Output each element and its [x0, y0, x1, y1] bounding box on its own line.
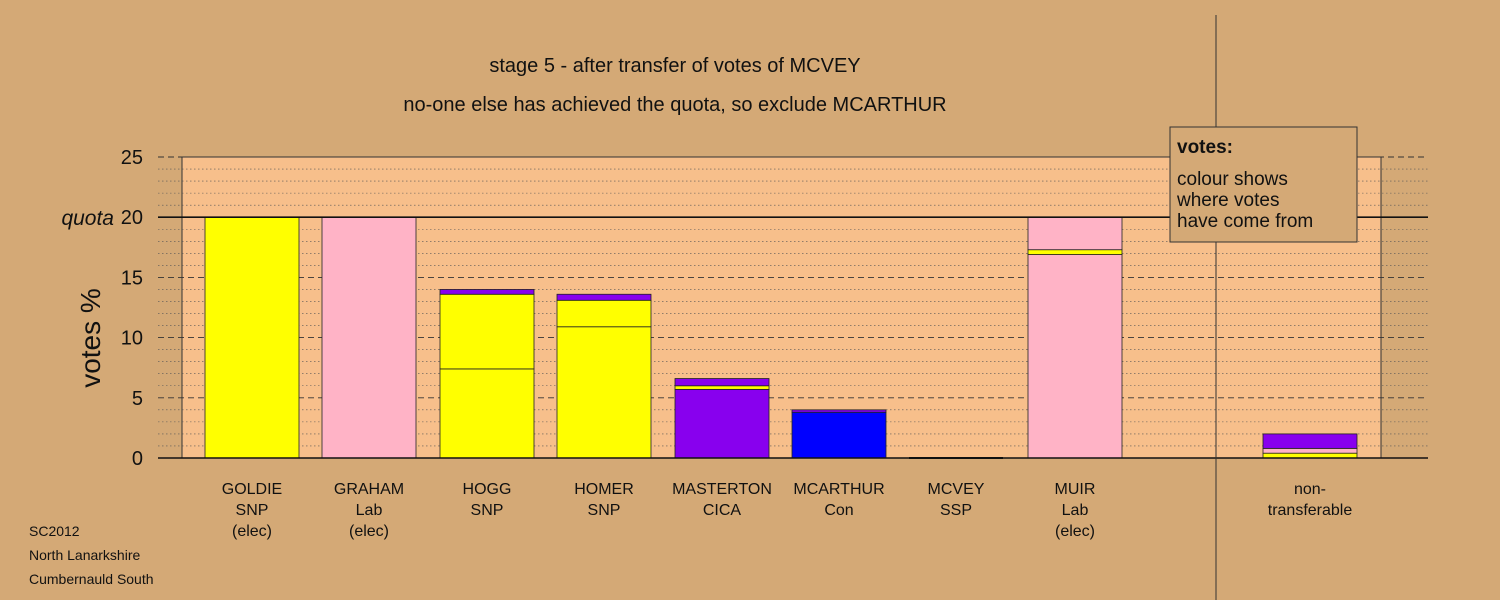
- category-label-line: HOGG: [463, 481, 512, 498]
- footer-line: North Lanarkshire: [29, 547, 140, 563]
- bar-segment: [1027, 216, 1123, 251]
- bar-stack: [556, 293, 652, 459]
- y-axis-label: votes %: [75, 288, 106, 388]
- bar-stack: [439, 289, 535, 459]
- category-label-line: GOLDIE: [222, 481, 282, 498]
- bars: [204, 216, 1358, 459]
- legend-line: colour shows: [1177, 169, 1288, 190]
- bar-segment: [439, 289, 535, 295]
- legend-title: votes:: [1177, 137, 1233, 158]
- bar-segment: [556, 299, 652, 328]
- category-label-line: Con: [824, 502, 853, 519]
- bar-segment: [321, 216, 417, 459]
- footer-line: Cumbernauld South: [29, 571, 154, 587]
- category-label-line: SNP: [588, 502, 621, 519]
- y-tick-label: 0: [132, 448, 143, 470]
- category-label-line: HOMER: [574, 481, 634, 498]
- category-label-line: Lab: [356, 502, 383, 519]
- bar-segment: [204, 216, 300, 459]
- footer: SC2012 North Lanarkshire Cumbernauld Sou…: [29, 523, 154, 587]
- y-tick-label: 25: [121, 147, 143, 169]
- category-label-line: MCVEY: [928, 481, 985, 498]
- bar-segment: [1262, 433, 1358, 449]
- bar-stack: [674, 378, 770, 459]
- bar-stack: [791, 409, 887, 459]
- chart-subtitle: no-one else has achieved the quota, so e…: [403, 94, 946, 116]
- category-labels: GOLDIE SNP (elec)GRAHAM Lab (elec)HOGG SNPHOM…: [222, 481, 1353, 540]
- quota-label: quota: [61, 207, 114, 230]
- category-label: GOLDIE SNP (elec): [222, 481, 282, 540]
- category-label-line: MASTERTON: [672, 481, 772, 498]
- bar-stack: [321, 216, 417, 459]
- y-tick-label: 10: [121, 328, 143, 350]
- category-label-line: transferable: [1268, 502, 1353, 519]
- bar-segment: [791, 409, 887, 413]
- category-label-line: SNP: [471, 502, 504, 519]
- category-label: non-transferable: [1268, 481, 1353, 519]
- category-label-line: SNP: [236, 502, 269, 519]
- category-label-line: CICA: [703, 502, 742, 519]
- legend-line: where votes: [1176, 190, 1279, 211]
- category-label-line: Lab: [1062, 502, 1089, 519]
- bar-segment: [439, 368, 535, 459]
- y-tick-label: 15: [121, 267, 143, 289]
- bar-stack: [1262, 433, 1358, 459]
- category-label-line: SSP: [940, 502, 972, 519]
- bar-segment: [556, 326, 652, 459]
- bar-segment: [674, 388, 770, 459]
- footer-line: SC2012: [29, 523, 80, 539]
- y-tick-label: 20: [121, 207, 143, 229]
- category-label-line: GRAHAM: [334, 481, 404, 498]
- category-label-line: MUIR: [1055, 481, 1096, 498]
- category-label: GRAHAM Lab (elec): [334, 481, 404, 540]
- legend: votes: colour shows where votes have com…: [1169, 126, 1358, 243]
- category-label-line: non-: [1294, 481, 1326, 498]
- bar-segment: [1027, 249, 1123, 255]
- bar-stack: [1027, 216, 1123, 459]
- bar-segment: [1262, 447, 1358, 454]
- category-label: MCARTHUR Con: [793, 481, 884, 519]
- bar-segment: [556, 293, 652, 301]
- category-label: MASTERTON CICA: [672, 481, 772, 519]
- category-label-line: (elec): [349, 523, 389, 540]
- category-label-line: (elec): [232, 523, 272, 540]
- category-label: MUIR Lab (elec): [1055, 481, 1096, 540]
- category-label: HOMER SNP: [574, 481, 634, 519]
- category-label-line: (elec): [1055, 523, 1095, 540]
- bar-segment: [674, 378, 770, 387]
- legend-line: have come from: [1177, 211, 1313, 232]
- bar-segment: [1027, 254, 1123, 459]
- bar-segment: [791, 411, 887, 459]
- category-label-line: MCARTHUR: [793, 481, 884, 498]
- category-label: HOGG SNP: [463, 481, 512, 519]
- y-tick-label: 5: [132, 388, 143, 410]
- legend-box: [1169, 126, 1358, 243]
- bar-stack: [204, 216, 300, 459]
- bar-segment: [674, 385, 770, 390]
- chart-title: stage 5 - after transfer of votes of MCV…: [489, 55, 860, 77]
- category-label: MCVEY SSP: [928, 481, 985, 519]
- bar-segment: [439, 293, 535, 370]
